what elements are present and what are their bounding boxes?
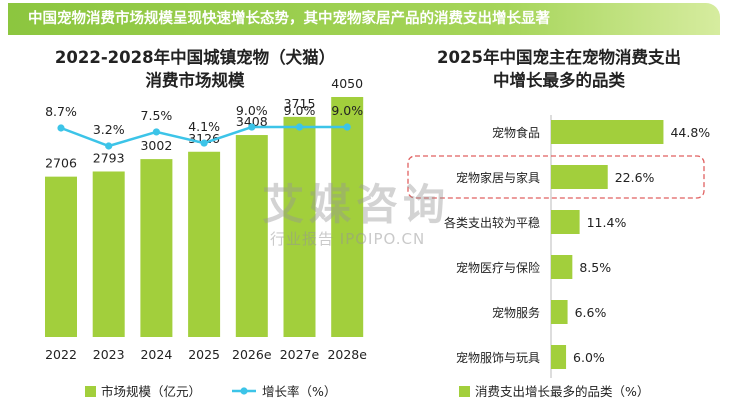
growth-rate-label: 9.0%	[236, 103, 268, 118]
chart-title-line: 消费市场规模	[145, 71, 245, 90]
bar-market-size	[235, 135, 268, 337]
hbar-category	[551, 120, 664, 144]
growth-rate-point	[248, 123, 256, 131]
highlight-box	[407, 155, 705, 199]
hbar-category	[551, 345, 567, 369]
bar-market-size	[92, 171, 125, 337]
growth-rate-point	[152, 128, 160, 136]
bar-value-label: 4050	[331, 76, 363, 91]
bar-value-label: 2706	[45, 156, 77, 171]
growth-rate-label: 4.1%	[188, 119, 220, 134]
x-tick-label: 2024	[140, 347, 172, 362]
hbar-value-label: 6.6%	[575, 305, 607, 320]
x-tick-label: 2023	[93, 347, 125, 362]
x-tick-label: 2028e	[327, 347, 367, 362]
growth-rate-label: 9.0%	[284, 103, 316, 118]
chart-title-line: 中增长最多的品类	[493, 71, 625, 90]
hbar-category	[551, 210, 580, 234]
watermark-text: 行业报告 IPOIPO.CN	[270, 230, 426, 248]
bar-market-size	[140, 159, 173, 337]
bar-market-size	[45, 176, 77, 337]
growth-rate-label: 8.7%	[45, 104, 77, 119]
hbar-category	[551, 165, 608, 189]
growth-rate-label: 9.0%	[331, 103, 363, 118]
header-banner: 中国宠物消费市场规模呈现快速增长态势，其中宠物家居产品的消费支出增长显著	[8, 3, 720, 35]
x-tick-label: 2027e	[280, 347, 320, 362]
bar-market-size	[188, 151, 221, 337]
legend-label-hbar: 消费支出增长最多的品类（%）	[475, 384, 649, 399]
left-chart-title: 2022-2028年中国城镇宠物（犬猫） 消费市场规模	[20, 46, 370, 92]
right-chart-title: 2025年中国宠主在宠物消费支出 中增长最多的品类	[400, 46, 718, 92]
x-tick-label: 2022	[45, 347, 77, 362]
x-tick-label: 2026e	[232, 347, 272, 362]
bar-market-size	[331, 96, 364, 337]
legend-label-line: 增长率（%）	[262, 384, 336, 399]
banner-text: 中国宠物消费市场规模呈现快速增长态势，其中宠物家居产品的消费支出增长显著	[28, 11, 550, 27]
hbar-value-label: 22.6%	[615, 170, 655, 185]
hbar-value-label: 44.8%	[670, 125, 710, 140]
bar-value-label: 2793	[93, 150, 125, 165]
legend-swatch-hbar	[459, 386, 470, 397]
bar-value-label: 3715	[284, 96, 316, 111]
hbar-category-label: 宠物服饰与玩具	[456, 350, 540, 365]
chart-title-line: 2025年中国宠主在宠物消费支出	[437, 48, 681, 67]
watermark-logo: 艾媒咨询	[262, 180, 451, 229]
hbar-category-label: 各类支出较为平稳	[444, 215, 540, 230]
bar-value-label: 3002	[140, 138, 172, 153]
hbar-category-label: 宠物医疗与保险	[456, 260, 540, 275]
bar-value-label: 3408	[236, 114, 268, 129]
growth-rate-point	[343, 123, 351, 131]
hbar-category	[551, 255, 573, 279]
growth-rate-point	[105, 142, 113, 150]
hbar-category-label: 宠物食品	[492, 125, 540, 140]
bar-market-size	[283, 116, 316, 338]
legend-label-bar: 市场规模（亿元）	[101, 384, 201, 399]
growth-rate-point	[295, 123, 304, 131]
hbar-value-label: 11.4%	[587, 215, 627, 230]
growth-rate-point	[200, 139, 208, 147]
hbar-category-label: 宠物家居与家具	[456, 170, 540, 185]
legend-swatch-point	[240, 387, 248, 395]
hbar-value-label: 6.0%	[573, 350, 605, 365]
x-tick-label: 2025	[188, 347, 220, 362]
chart-title-line: 2022-2028年中国城镇宠物（犬猫）	[54, 48, 336, 67]
growth-rate-label: 7.5%	[141, 108, 173, 123]
legend-swatch-bar	[85, 386, 96, 397]
hbar-category-label: 宠物服务	[492, 305, 540, 320]
hbar-category	[551, 300, 568, 324]
growth-rate-point	[57, 124, 65, 132]
growth-rate-label: 3.2%	[93, 122, 125, 137]
hbar-value-label: 8.5%	[579, 260, 611, 275]
